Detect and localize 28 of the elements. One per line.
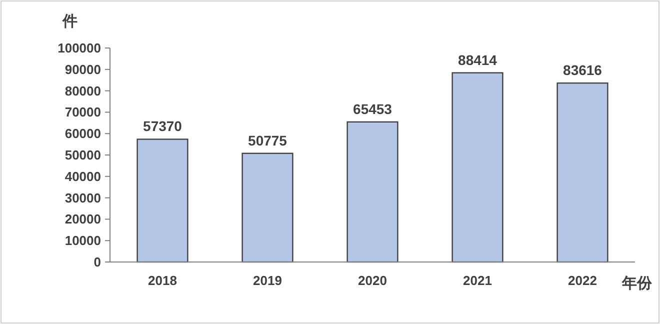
x-tick-label: 2019 — [253, 273, 282, 288]
bar — [242, 152, 294, 263]
data-label: 83616 — [563, 62, 602, 78]
y-tick-label: 10000 — [64, 233, 101, 248]
x-tick-label: 2021 — [463, 273, 492, 288]
bar — [556, 82, 608, 263]
bar — [346, 121, 398, 263]
y-tick-label: 50000 — [64, 148, 101, 162]
data-label: 65453 — [353, 100, 392, 117]
y-tick-label: 60000 — [64, 126, 101, 142]
y-tick-label: 100000 — [58, 40, 101, 56]
y-axis-title: 件 — [62, 13, 78, 30]
y-tick-label: 30000 — [64, 190, 101, 206]
data-label: 88414 — [458, 52, 498, 68]
x-axis-title: 年份 — [621, 275, 653, 292]
bar — [452, 72, 504, 263]
y-tick-label: 90000 — [64, 62, 101, 77]
data-label: 57370 — [143, 118, 182, 134]
x-tick-label: 2020 — [358, 273, 387, 288]
y-tick-label: 20000 — [64, 212, 101, 227]
y-tick-label: 80000 — [64, 83, 101, 98]
data-label: 50775 — [248, 132, 288, 148]
y-tick-label: 0 — [94, 254, 101, 270]
x-tick-label: 2022 — [568, 273, 597, 288]
y-tick-label: 40000 — [64, 168, 101, 184]
bar — [136, 138, 188, 263]
x-tick-label: 2018 — [148, 273, 177, 288]
y-tick-label: 70000 — [64, 104, 101, 120]
